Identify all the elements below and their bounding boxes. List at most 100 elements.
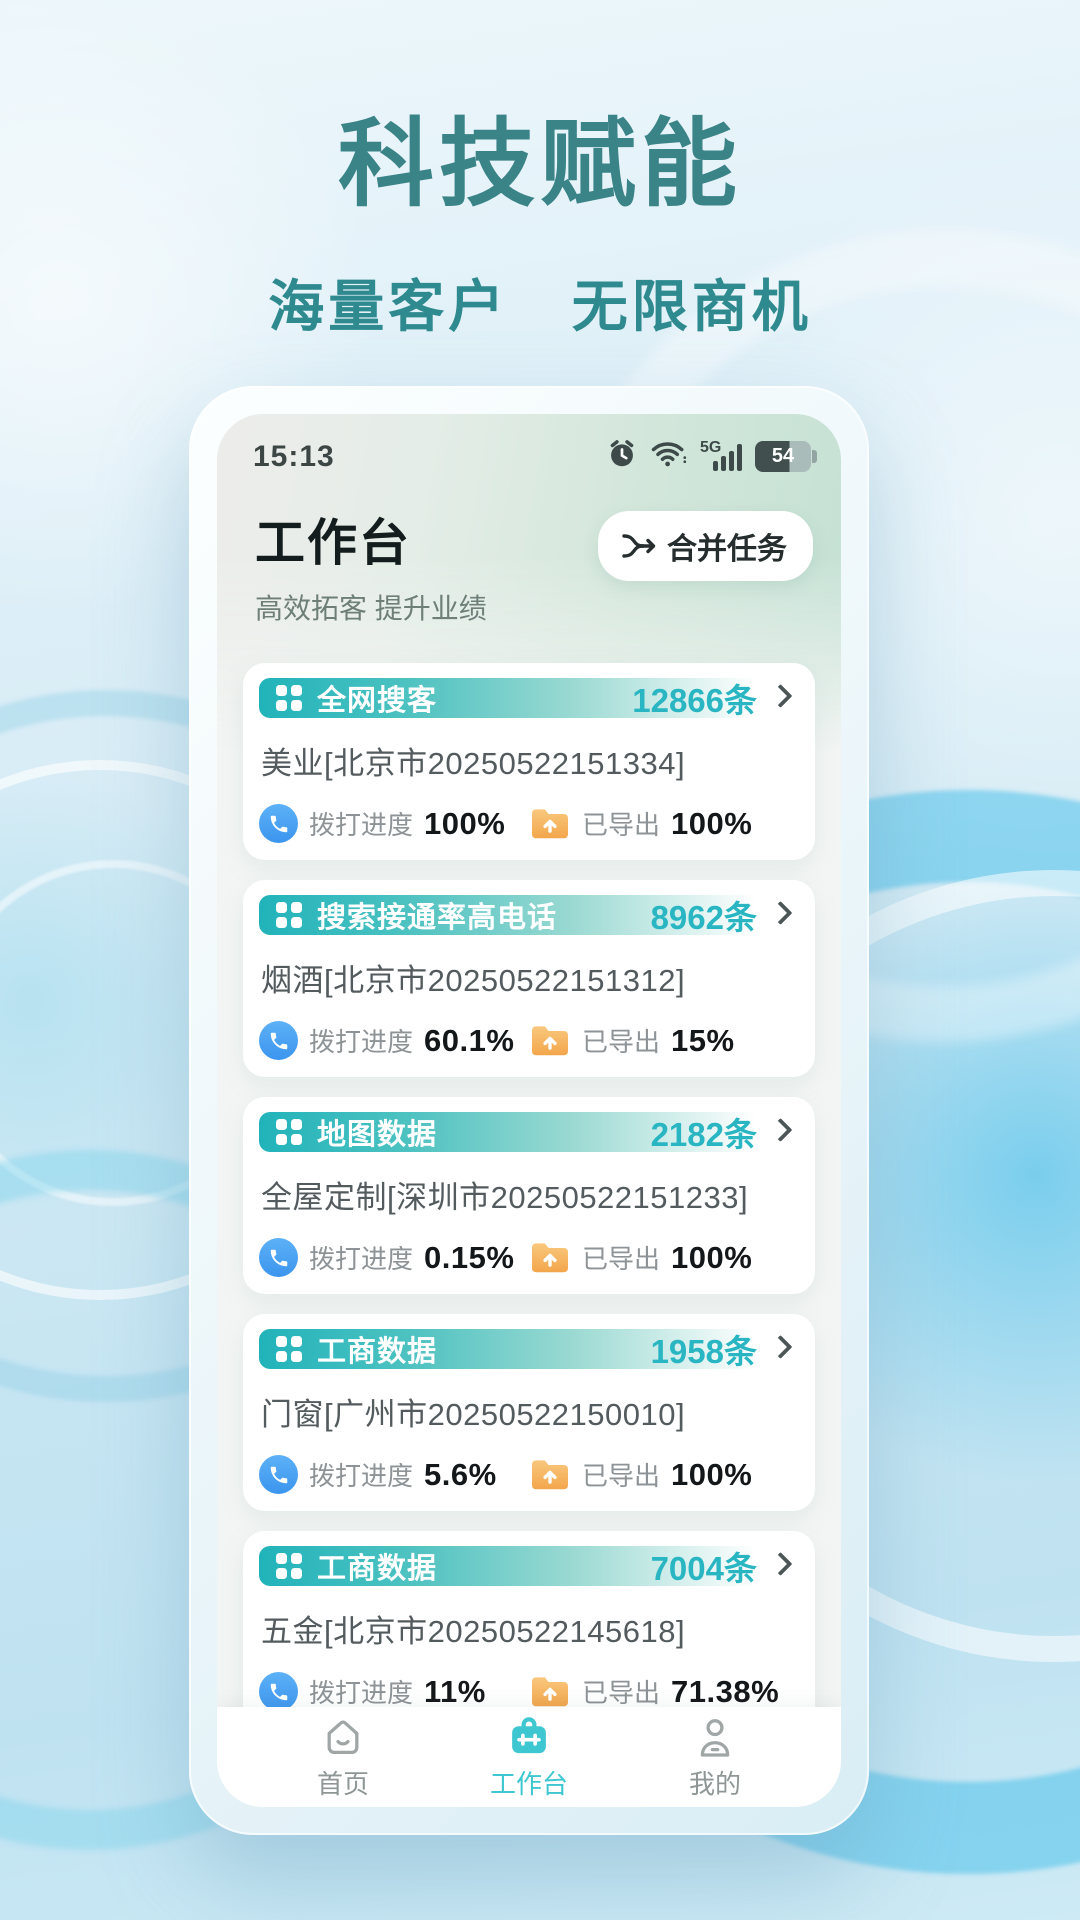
dial-progress-value: 0.15%	[424, 1239, 515, 1275]
nav-label: 工作台	[489, 1768, 568, 1799]
exported-value: 100%	[671, 805, 753, 841]
page-title: 工作台	[255, 515, 411, 571]
dial-progress-value: 5.6%	[424, 1456, 497, 1492]
category-gradient-bar	[259, 1112, 799, 1152]
record-count: 7004条	[651, 1542, 799, 1590]
record-count: 8962条	[651, 891, 799, 939]
task-name: 全屋定制[深圳市20250522151233]	[261, 1180, 749, 1215]
category-label: 全网搜客	[317, 685, 438, 717]
task-card-list: 全网搜客 12866条 美业[北京市20250522151334] 拨打进度 1…	[217, 627, 841, 1728]
task-name: 五金[北京市20250522145618]	[261, 1614, 686, 1649]
dial-progress-label: 拨打进度	[309, 1244, 414, 1274]
nav-item-mine[interactable]: 我的	[655, 1713, 775, 1802]
dial-progress-label: 拨打进度	[309, 1027, 414, 1057]
grid-icon	[276, 901, 303, 929]
dial-progress-label: 拨打进度	[309, 810, 414, 840]
category-label: 搜索接通率高电话	[317, 902, 558, 934]
exported-value: 100%	[671, 1456, 753, 1492]
grid-icon	[276, 684, 303, 712]
app-screen: 15:13	[217, 414, 841, 1807]
category-gradient-bar	[259, 1329, 799, 1369]
category-label: 工商数据	[317, 1553, 438, 1585]
export-folder-icon	[529, 806, 571, 842]
dial-progress-label: 拨打进度	[309, 1461, 414, 1491]
task-card[interactable]: 搜索接通率高电话 8962条 烟酒[北京市20250522151312] 拨打进…	[243, 880, 815, 1077]
task-stats: 拨打进度 0.15% 已导出	[259, 1238, 799, 1277]
hero-title: 科技赋能	[338, 111, 742, 218]
record-count: 2182条	[651, 1108, 799, 1156]
task-stats: 拨打进度 11% 已导出	[259, 1672, 799, 1711]
exported-value: 100%	[671, 1239, 753, 1275]
bottom-nav: 首页 工作台	[217, 1707, 841, 1807]
task-card[interactable]: 地图数据 2182条 全屋定制[深圳市20250522151233] 拨打进度 …	[243, 1097, 815, 1294]
app-header: 工作台 高效拓客 提升业绩 合并任务	[217, 475, 841, 627]
category-label: 地图数据	[317, 1119, 438, 1151]
merge-button-label: 合并任务	[667, 533, 787, 566]
record-count: 1958条	[651, 1325, 799, 1373]
task-card-header: 工商数据 1958条	[259, 1329, 799, 1370]
export-folder-icon	[529, 1457, 571, 1493]
battery-icon: 54	[755, 441, 817, 472]
merge-tasks-button[interactable]: 合并任务	[598, 511, 813, 581]
exported-value: 71.38%	[671, 1673, 780, 1709]
wifi-icon	[651, 439, 687, 474]
exported-label: 已导出	[582, 1027, 661, 1057]
category-gradient-bar	[259, 678, 799, 718]
signal-5g-icon: 5G	[700, 438, 742, 474]
category-gradient-bar	[259, 1546, 799, 1586]
phone-icon	[259, 1238, 298, 1277]
task-card-header: 工商数据 7004条	[259, 1546, 799, 1587]
exported-value: 15%	[671, 1022, 735, 1058]
nav-item-home[interactable]: 首页	[283, 1713, 403, 1802]
export-folder-icon	[529, 1674, 571, 1710]
dial-progress-value: 100%	[424, 805, 506, 841]
dial-progress-value: 60.1%	[424, 1022, 515, 1058]
status-bar: 15:13	[217, 414, 841, 475]
dial-progress-label: 拨打进度	[309, 1678, 414, 1708]
dial-progress-value: 11%	[424, 1673, 486, 1709]
task-stats: 拨打进度 5.6% 已导出	[259, 1455, 799, 1494]
hero-subtitle: 海量客户 无限商机	[268, 275, 812, 338]
merge-icon	[618, 531, 658, 561]
chevron-right-icon[interactable]	[768, 1551, 793, 1576]
task-name: 烟酒[北京市20250522151312]	[261, 963, 686, 998]
task-card[interactable]: 工商数据 1958条 门窗[广州市20250522150010] 拨打进度 5.…	[243, 1314, 815, 1511]
category-gradient-bar	[259, 895, 799, 935]
exported-label: 已导出	[582, 1244, 661, 1274]
task-card[interactable]: 全网搜客 12866条 美业[北京市20250522151334] 拨打进度 1…	[243, 663, 815, 860]
nav-label: 首页	[316, 1768, 369, 1799]
battery-percent: 54	[771, 445, 795, 467]
chevron-right-icon[interactable]	[768, 900, 793, 925]
grid-icon	[276, 1335, 303, 1363]
task-name: 门窗[广州市20250522150010]	[261, 1397, 686, 1432]
task-stats: 拨打进度 100% 已导出	[259, 804, 799, 843]
briefcase-icon	[512, 1716, 546, 1753]
export-folder-icon	[529, 1023, 571, 1059]
user-icon	[700, 1718, 730, 1757]
phone-icon	[259, 1455, 298, 1494]
phone-mockup: 15:13	[189, 386, 869, 1835]
exported-label: 已导出	[582, 810, 661, 840]
phone-icon	[259, 804, 298, 843]
category-label: 工商数据	[317, 1336, 438, 1368]
page-subtitle: 高效拓客 提升业绩	[255, 593, 487, 624]
grid-icon	[276, 1552, 303, 1580]
clock-time: 15:13	[253, 439, 335, 473]
home-icon	[327, 1719, 359, 1754]
task-name: 美业[北京市20250522151334]	[261, 746, 686, 781]
exported-label: 已导出	[582, 1461, 661, 1491]
chevron-right-icon[interactable]	[768, 1334, 793, 1359]
export-folder-icon	[529, 1240, 571, 1276]
network-type-label: 5G	[700, 438, 722, 456]
chevron-right-icon[interactable]	[768, 683, 793, 708]
chevron-right-icon[interactable]	[768, 1117, 793, 1142]
task-stats: 拨打进度 60.1% 已导出	[259, 1021, 799, 1060]
task-card[interactable]: 工商数据 7004条 五金[北京市20250522145618] 拨打进度 11…	[243, 1531, 815, 1728]
nav-item-workbench[interactable]: 工作台	[469, 1713, 589, 1802]
record-count: 12866条	[632, 674, 799, 722]
task-card-header: 地图数据 2182条	[259, 1112, 799, 1153]
nav-label: 我的	[688, 1768, 741, 1799]
exported-label: 已导出	[582, 1678, 661, 1708]
phone-icon	[259, 1021, 298, 1060]
